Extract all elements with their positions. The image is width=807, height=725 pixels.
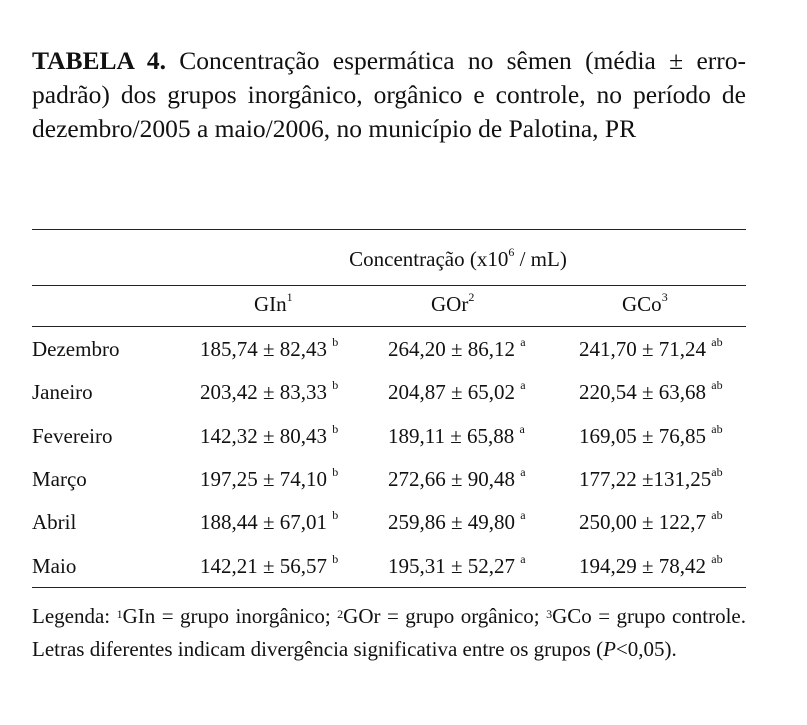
month-cell: Janeiro xyxy=(32,380,93,405)
value-cell: 195,31 ± 52,27 a xyxy=(388,551,526,578)
month-cell: Dezembro xyxy=(32,337,120,361)
value-cell: 259,86 ± 49,80 a xyxy=(388,508,526,535)
caption-text: Concentração espermática no sêmen (média… xyxy=(32,46,746,143)
group-header: Concentração (x106 / mL) xyxy=(32,245,746,272)
value-cell: 177,22 ±131,25ab xyxy=(579,464,723,491)
table-row: Janeiro 203,42 ± 83,33 b 204,87 ± 65,02 a 2… xyxy=(32,378,746,410)
value-cell: 185,74 ± 82,43 b xyxy=(200,335,339,361)
significance-letter: a xyxy=(520,551,526,566)
significance-letter: b xyxy=(332,464,339,479)
table-row: Fevereiro 142,32 ± 80,43 b 189,11 ± 65,88 … xyxy=(32,421,746,454)
bottom-rule xyxy=(32,587,746,588)
col-header-gor: GOr2 xyxy=(431,290,475,316)
significance-letter: ab xyxy=(711,508,723,523)
significance-letter: b xyxy=(332,421,339,436)
significance-letter: b xyxy=(332,508,339,523)
significance-letter: a xyxy=(519,421,525,436)
significance-letter: ab xyxy=(711,335,723,349)
group-header-exp: 6 xyxy=(508,245,515,259)
column-headers: GIn1 GOr2 GCo3 xyxy=(32,290,746,322)
value-cell: 264,20 ± 86,12 a xyxy=(388,335,526,361)
value-cell: 272,66 ± 90,48 a xyxy=(388,464,526,491)
top-rule xyxy=(32,229,746,230)
col-header-gco: GCo3 xyxy=(622,290,668,316)
significance-letter: a xyxy=(520,464,526,479)
table-row: Dezembro 185,74 ± 82,43 b 264,20 ± 86,12 a… xyxy=(32,335,746,367)
month-cell: Março xyxy=(32,466,87,491)
group-header-prefix: Concentração (x10 xyxy=(349,247,509,271)
significance-letter: ab xyxy=(711,378,723,393)
value-cell: 142,21 ± 56,57 b xyxy=(200,551,339,578)
significance-letter: ab xyxy=(711,464,723,479)
significance-letter: b xyxy=(332,335,339,349)
table-label: TABELA 4. xyxy=(32,46,166,75)
value-cell: 188,44 ± 67,01 b xyxy=(200,508,339,535)
significance-letter: b xyxy=(332,551,339,566)
value-cell: 197,25 ± 74,10 b xyxy=(200,464,339,491)
table-row: Maio 142,21 ± 56,57 b 195,31 ± 52,27 a 194,… xyxy=(32,551,746,584)
table-row: Março 197,25 ± 74,10 b 272,66 ± 90,48 a 177… xyxy=(32,464,746,497)
value-cell: 250,00 ± 122,7 ab xyxy=(579,508,723,535)
table-caption: TABELA 4. Concentração espermática no sê… xyxy=(32,44,746,146)
value-cell: 203,42 ± 83,33 b xyxy=(200,378,339,405)
value-cell: 194,29 ± 78,42 ab xyxy=(579,551,723,578)
group-header-suffix: / mL) xyxy=(514,247,567,271)
month-cell: Maio xyxy=(32,553,77,578)
col-header-gin: GIn1 xyxy=(254,290,293,316)
significance-letter: a xyxy=(520,508,526,523)
value-cell: 142,32 ± 80,43 b xyxy=(200,421,339,448)
value-cell: 169,05 ± 76,85 ab xyxy=(579,421,723,448)
significance-letter: ab xyxy=(711,551,723,566)
header-rule xyxy=(32,285,746,286)
significance-letter: a xyxy=(520,335,526,349)
month-cell: Abril xyxy=(32,510,77,535)
value-cell: 204,87 ± 65,02 a xyxy=(388,378,526,405)
significance-letter: b xyxy=(332,378,339,393)
value-cell: 220,54 ± 63,68 ab xyxy=(579,378,723,405)
value-cell: 189,11 ± 65,88 a xyxy=(388,421,525,448)
table-row: Abril 188,44 ± 67,01 b 259,86 ± 49,80 a 250… xyxy=(32,508,746,540)
subheader-rule xyxy=(32,326,746,327)
table-legend: Legenda: 1GIn = grupo inorgânico; 2GOr =… xyxy=(32,604,747,661)
month-cell: Fevereiro xyxy=(32,423,113,448)
value-cell: 241,70 ± 71,24 ab xyxy=(579,335,723,361)
significance-letter: a xyxy=(520,378,526,393)
significance-letter: ab xyxy=(711,421,723,436)
